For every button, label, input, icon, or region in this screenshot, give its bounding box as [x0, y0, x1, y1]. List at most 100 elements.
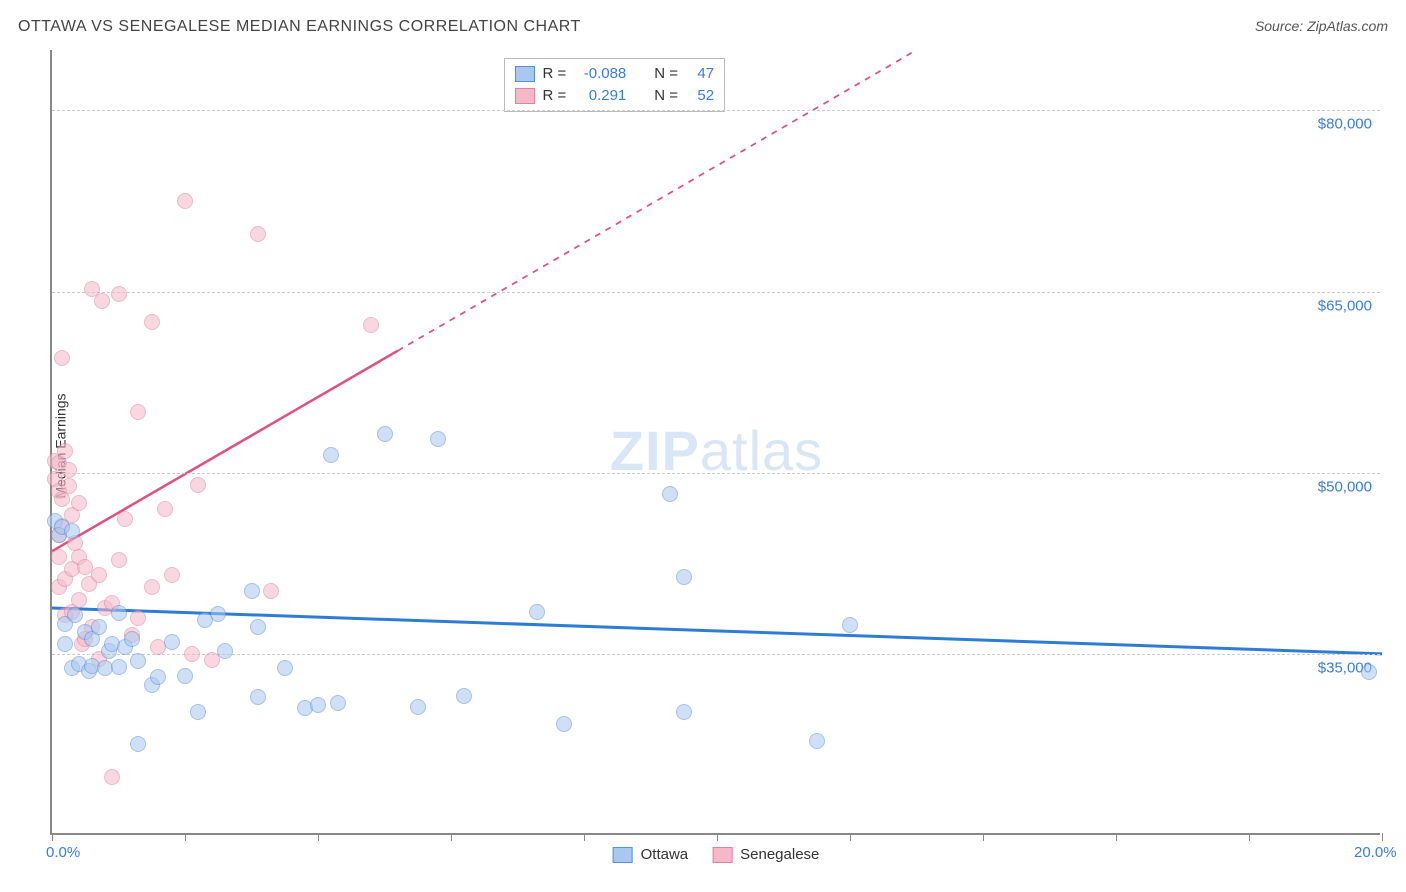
ottawa-point [676, 569, 692, 585]
ottawa-point [130, 653, 146, 669]
ottawa-point [57, 636, 73, 652]
senegalese-point [104, 769, 120, 785]
ottawa-point [430, 431, 446, 447]
source-label: Source: ZipAtlas.com [1255, 18, 1388, 34]
r-label: R = [543, 63, 567, 85]
ottawa-point [124, 631, 140, 647]
ottawa-point [277, 660, 293, 676]
trend-line [52, 351, 398, 551]
senegalese-point [51, 549, 67, 565]
senegalese-point [144, 579, 160, 595]
legend-swatch [712, 847, 732, 863]
senegalese-point [54, 350, 70, 366]
n-value: 52 [686, 85, 714, 107]
ottawa-point [330, 695, 346, 711]
legend-label: Senegalese [740, 846, 819, 863]
senegalese-point [111, 552, 127, 568]
chart-header: OTTAWA VS SENEGALESE MEDIAN EARNINGS COR… [18, 18, 1388, 42]
senegalese-point [250, 226, 266, 242]
x-tick [318, 833, 319, 841]
x-tick-label: 20.0% [1354, 844, 1397, 861]
y-tick-label: $50,000 [1318, 478, 1372, 495]
ottawa-point [842, 617, 858, 633]
stats-legend-row: R = 0.291 N = 52 [515, 85, 715, 107]
x-tick [1382, 833, 1383, 841]
senegalese-point [91, 567, 107, 583]
r-label: R = [543, 85, 567, 107]
gridline [52, 292, 1380, 293]
ottawa-point [150, 669, 166, 685]
ottawa-point [323, 447, 339, 463]
x-tick [1249, 833, 1250, 841]
senegalese-point [263, 583, 279, 599]
senegalese-point [57, 443, 73, 459]
ottawa-point [177, 668, 193, 684]
scatter-plot: ZIPatlas R =-0.088N =47R =0.291N =52 Ott… [50, 50, 1380, 835]
ottawa-point [456, 688, 472, 704]
x-tick [584, 833, 585, 841]
gridline [52, 654, 1380, 655]
senegalese-point [94, 293, 110, 309]
ottawa-point [250, 619, 266, 635]
x-tick-label: 0.0% [46, 844, 80, 861]
senegalese-point [71, 495, 87, 511]
ottawa-point [556, 716, 572, 732]
ottawa-point [250, 689, 266, 705]
legend-swatch [515, 88, 535, 104]
y-tick-label: $80,000 [1318, 116, 1372, 133]
ottawa-point [1361, 664, 1377, 680]
senegalese-point [61, 478, 77, 494]
ottawa-point [130, 736, 146, 752]
legend-label: Ottawa [641, 846, 689, 863]
senegalese-point [130, 404, 146, 420]
legend-swatch [515, 66, 535, 82]
ottawa-point [310, 697, 326, 713]
ottawa-point [190, 704, 206, 720]
senegalese-point [130, 610, 146, 626]
x-tick [983, 833, 984, 841]
senegalese-point [184, 646, 200, 662]
r-value: 0.291 [574, 85, 626, 107]
ottawa-point [410, 699, 426, 715]
senegalese-point [144, 314, 160, 330]
legend-item: Senegalese [712, 846, 819, 863]
gridline [52, 110, 1380, 111]
x-tick [451, 833, 452, 841]
ottawa-point [529, 604, 545, 620]
ottawa-point [111, 659, 127, 675]
ottawa-point [111, 605, 127, 621]
legend-item: Ottawa [613, 846, 689, 863]
senegalese-point [157, 501, 173, 517]
n-label: N = [654, 63, 678, 85]
senegalese-point [177, 193, 193, 209]
stats-legend-row: R =-0.088N =47 [515, 63, 715, 85]
ottawa-point [244, 583, 260, 599]
n-value: 47 [686, 63, 714, 85]
senegalese-point [164, 567, 180, 583]
senegalese-point [363, 317, 379, 333]
ottawa-point [164, 634, 180, 650]
senegalese-point [117, 511, 133, 527]
senegalese-point [71, 592, 87, 608]
legend-swatch [613, 847, 633, 863]
ottawa-point [809, 733, 825, 749]
senegalese-point [61, 462, 77, 478]
chart-title: OTTAWA VS SENEGALESE MEDIAN EARNINGS COR… [18, 18, 581, 35]
trend-lines-layer [52, 50, 1380, 833]
ottawa-point [210, 606, 226, 622]
series-legend: Ottawa Senegalese [613, 846, 820, 863]
stats-legend: R =-0.088N =47R =0.291N =52 [504, 58, 726, 112]
senegalese-point [190, 477, 206, 493]
n-label: N = [654, 85, 678, 107]
gridline [52, 473, 1380, 474]
ottawa-point [91, 619, 107, 635]
x-tick [185, 833, 186, 841]
ottawa-point [64, 523, 80, 539]
ottawa-point [662, 486, 678, 502]
ottawa-point [217, 643, 233, 659]
x-tick [717, 833, 718, 841]
ottawa-point [67, 607, 83, 623]
ottawa-point [676, 704, 692, 720]
x-tick [1116, 833, 1117, 841]
ottawa-point [377, 426, 393, 442]
